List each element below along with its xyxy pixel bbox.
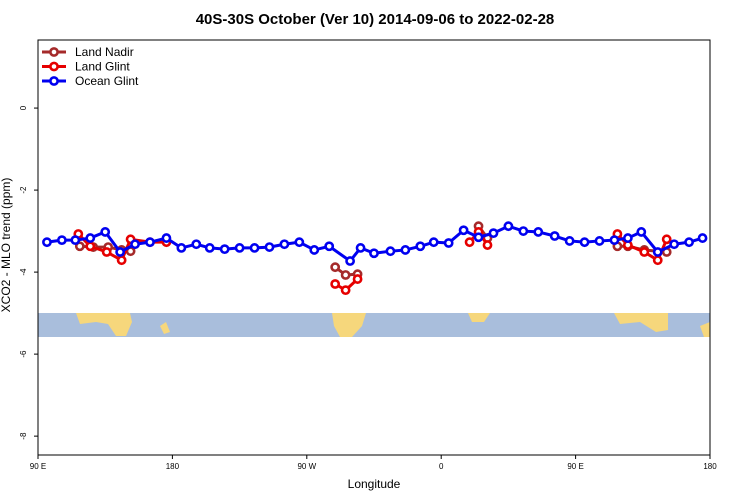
point [249,243,260,253]
y-axis-label: XCO2 - MLO trend (ppm) [0,178,13,313]
chart-title: 40S-30S October (Ver 10) 2014-09-06 to 2… [196,11,555,28]
point [579,237,590,248]
point [428,237,439,248]
point [85,241,96,252]
point [130,239,140,250]
point [100,227,111,237]
y-tick-label: -4 [19,268,28,276]
point [609,235,620,246]
point [622,233,633,243]
point [145,237,155,248]
plot-frame [37,39,711,456]
point [294,237,305,248]
point [161,233,172,243]
point [309,245,320,255]
point [74,241,85,252]
legend-marker [49,76,59,86]
point [473,232,484,243]
point [549,231,560,241]
point [352,274,363,284]
point [369,248,379,259]
point [661,234,672,245]
x-tick-label: 180 [703,462,717,471]
point [482,240,493,250]
point [345,256,356,266]
legend-label: Land Glint [75,60,130,74]
map-strip [38,313,710,337]
point [70,235,81,246]
point [488,228,499,239]
point [264,242,275,252]
point [115,247,126,257]
legend-label: Ocean Glint [75,74,139,88]
point [204,243,215,253]
point [443,238,454,248]
x-tick-label: 90 E [567,462,583,471]
point [503,221,514,232]
point [458,225,469,236]
point [191,239,202,250]
point [639,247,650,257]
y-tick-label: -8 [19,432,28,440]
point [652,255,663,266]
point [85,233,96,243]
point [464,237,475,248]
point [176,243,187,253]
point [564,236,575,246]
point [652,247,663,257]
point [340,270,351,280]
point [330,279,341,289]
point [279,239,290,250]
x-tick-label: 180 [166,462,180,471]
point [594,236,605,246]
x-tick-label: 0 [439,462,444,471]
x-axis-label: Longitude [348,477,401,491]
point [330,262,341,273]
legend-label: Land Nadir [75,45,134,59]
point [116,255,127,266]
y-tick-label: -2 [19,186,28,194]
y-tick-label: 0 [19,105,28,110]
point [669,239,680,250]
legend-marker [49,61,59,72]
point [684,237,694,248]
point [234,243,245,253]
point [56,235,67,246]
point [636,227,647,237]
point [385,246,396,257]
point [219,244,230,255]
point [355,243,366,253]
point [101,247,112,257]
point [340,285,351,296]
point [518,226,529,236]
point [415,241,426,252]
point [324,241,335,252]
y-tick-label: -6 [19,350,28,358]
legend-marker [49,47,59,57]
x-tick-label: 90 W [297,462,316,471]
point [697,233,708,243]
point [533,227,544,237]
point [400,245,411,255]
point [42,237,52,248]
x-tick-label: 90 E [30,462,46,471]
